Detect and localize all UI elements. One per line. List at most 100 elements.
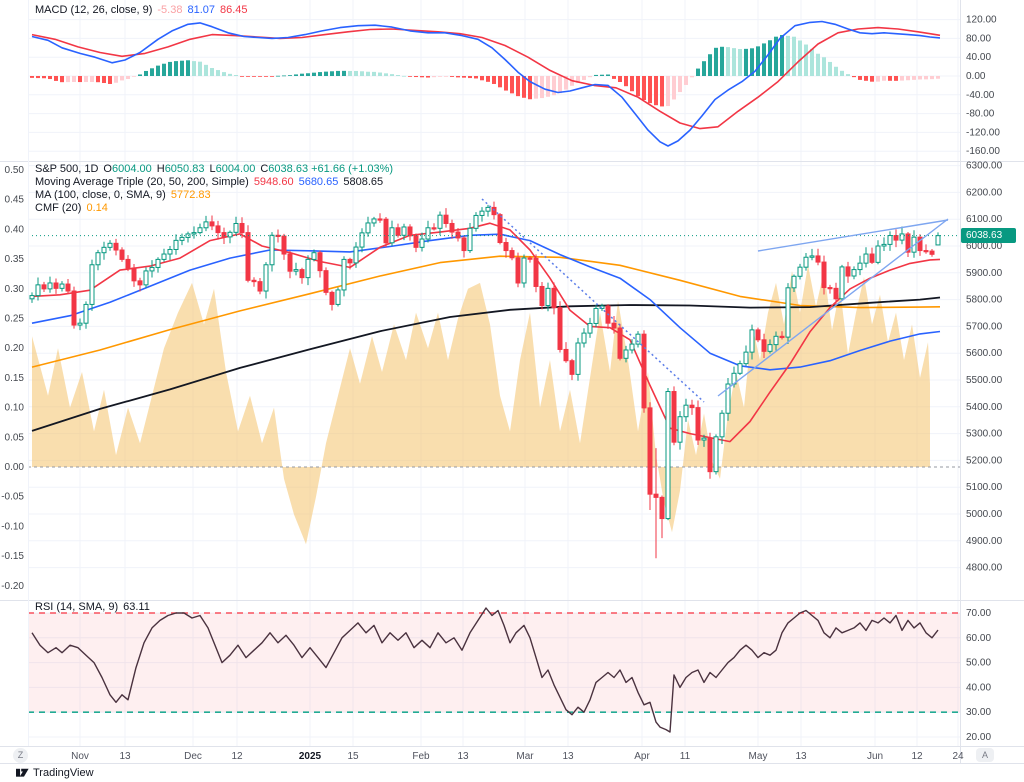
svg-text:4900.00: 4900.00	[966, 536, 1003, 547]
cmf-values: 0.14	[86, 202, 108, 214]
rsi-band	[28, 612, 960, 714]
svg-text:11: 11	[680, 751, 691, 762]
svg-text:13: 13	[562, 751, 574, 762]
svg-text:0.50: 0.50	[5, 165, 25, 176]
price-scale[interactable]: 120.00 80.00 40.00 0.00 -40.00 -80.00 -120.00 -…	[966, 15, 1003, 743]
svg-text:5200.00: 5200.00	[966, 455, 1003, 466]
ma100-legend-row[interactable]: MA (100, close, 0, SMA, 9) 5772.83	[35, 189, 393, 201]
svg-text:-160.00: -160.00	[966, 146, 1000, 157]
svg-text:-0.15: -0.15	[1, 551, 24, 562]
svg-text:50.00: 50.00	[966, 658, 991, 669]
ma200-line	[31, 296, 941, 432]
svg-text:13: 13	[457, 751, 469, 762]
tradingview-logo[interactable]: TradingView	[16, 766, 94, 779]
svg-text:5300.00: 5300.00	[966, 429, 1003, 440]
macd-legend-title: MACD (12, 26, close, 9)	[35, 4, 153, 16]
ma-triple-title: Moving Average Triple (20, 50, 200, Simp…	[35, 176, 249, 188]
timezone-button[interactable]: Z	[13, 748, 28, 763]
svg-text:24: 24	[952, 751, 964, 762]
svg-text:6000.00: 6000.00	[966, 241, 1003, 252]
svg-text:0.30: 0.30	[5, 284, 25, 295]
symbol-title: S&P 500, 1D	[35, 163, 99, 175]
svg-text:120.00: 120.00	[966, 15, 997, 26]
ma100-values: 5772.83	[170, 189, 211, 201]
svg-text:5500.00: 5500.00	[966, 375, 1003, 386]
svg-text:0.10: 0.10	[5, 403, 25, 414]
ma-triple-values: 5948.60 5680.65 5808.65	[253, 176, 384, 188]
svg-text:5000.00: 5000.00	[966, 509, 1003, 520]
svg-text:5400.00: 5400.00	[966, 402, 1003, 413]
svg-text:40.00: 40.00	[966, 682, 991, 693]
svg-text:6300.00: 6300.00	[966, 161, 1003, 172]
macd-legend[interactable]: MACD (12, 26, close, 9) -5.38 81.07 86.45	[35, 4, 248, 16]
symbol-legend-row[interactable]: S&P 500, 1D O6004.00 H6050.83 L6004.00 C6038…	[35, 163, 393, 175]
svg-text:13: 13	[119, 751, 131, 762]
cmf-legend-row[interactable]: CMF (20) 0.14	[35, 202, 393, 214]
ma100-title: MA (100, close, 0, SMA, 9)	[35, 189, 166, 201]
svg-text:5600.00: 5600.00	[966, 348, 1003, 359]
svg-text:15: 15	[347, 751, 359, 762]
trendline-drawings[interactable]	[481, 198, 949, 403]
macd-legend-values: -5.38 81.07 86.45	[157, 4, 248, 16]
svg-text:80.00: 80.00	[966, 33, 991, 44]
svg-text:0.45: 0.45	[5, 195, 25, 206]
svg-text:Mar: Mar	[516, 751, 534, 762]
svg-text:-80.00: -80.00	[966, 109, 995, 120]
svg-text:Apr: Apr	[634, 751, 650, 762]
panel-borders	[0, 0, 1024, 764]
svg-text:5900.00: 5900.00	[966, 268, 1003, 279]
last-price-badge: 6038.63	[961, 228, 1016, 244]
svg-text:0.05: 0.05	[5, 432, 25, 443]
rsi-legend[interactable]: RSI (14, SMA, 9) 63.11	[35, 601, 150, 613]
cmf-title: CMF (20)	[35, 202, 82, 214]
svg-text:5700.00: 5700.00	[966, 321, 1003, 332]
svg-text:20.00: 20.00	[966, 732, 991, 743]
svg-text:-0.20: -0.20	[1, 581, 24, 592]
svg-text:12: 12	[231, 751, 243, 762]
svg-text:0.35: 0.35	[5, 254, 25, 265]
cmf-scale[interactable]: 0.50 0.45 0.40 0.35 0.30 0.25 0.20 0.15 0.10 0.05…	[1, 165, 24, 592]
svg-text:0.00: 0.00	[5, 462, 25, 473]
svg-text:13: 13	[795, 751, 807, 762]
cmf-area	[28, 265, 960, 545]
svg-text:30.00: 30.00	[966, 707, 991, 718]
svg-text:70.00: 70.00	[966, 608, 991, 619]
svg-text:0.20: 0.20	[5, 343, 25, 354]
svg-text:-40.00: -40.00	[966, 90, 995, 101]
rsi-legend-values: 63.11	[123, 601, 150, 613]
svg-text:-0.10: -0.10	[1, 521, 24, 532]
svg-text:6100.00: 6100.00	[966, 214, 1003, 225]
svg-text:5800.00: 5800.00	[966, 295, 1003, 306]
svg-text:40.00: 40.00	[966, 52, 991, 63]
svg-text:0.00: 0.00	[966, 71, 986, 82]
svg-text:Jun: Jun	[867, 751, 883, 762]
svg-text:-0.05: -0.05	[1, 492, 24, 503]
svg-text:5100.00: 5100.00	[966, 482, 1003, 493]
svg-text:Feb: Feb	[412, 751, 430, 762]
tradingview-logo-text: TradingView	[33, 766, 94, 779]
macd-lines	[31, 20, 941, 147]
svg-text:-120.00: -120.00	[966, 127, 1000, 138]
svg-text:0.40: 0.40	[5, 224, 25, 235]
macd-histogram	[30, 35, 940, 107]
svg-text:60.00: 60.00	[966, 633, 991, 644]
rsi-line	[31, 607, 939, 733]
svg-text:0.25: 0.25	[5, 314, 25, 325]
svg-text:12: 12	[911, 751, 923, 762]
ma50-line	[31, 233, 941, 371]
last-price-value: 6038.63	[966, 230, 1003, 242]
tradingview-logo-icon	[16, 768, 29, 777]
price-legend: S&P 500, 1D O6004.00 H6050.83 L6004.00 C6038…	[35, 163, 393, 215]
time-scale[interactable]: Nov 13 Dec 12 2025 15 Feb 13 Mar 13 Apr 11 May 13 Jun 1…	[71, 751, 964, 762]
svg-text:4800.00: 4800.00	[966, 563, 1003, 574]
auto-scale-button[interactable]: A	[976, 748, 994, 762]
price-change: +61.66 (+1.03%)	[308, 163, 394, 175]
rsi-legend-title: RSI (14, SMA, 9)	[35, 601, 119, 613]
svg-text:Nov: Nov	[71, 751, 89, 762]
candlestick-series	[29, 201, 941, 559]
ma-triple-legend-row[interactable]: Moving Average Triple (20, 50, 200, Simp…	[35, 176, 393, 188]
svg-text:2025: 2025	[299, 751, 322, 762]
svg-text:Dec: Dec	[184, 751, 202, 762]
